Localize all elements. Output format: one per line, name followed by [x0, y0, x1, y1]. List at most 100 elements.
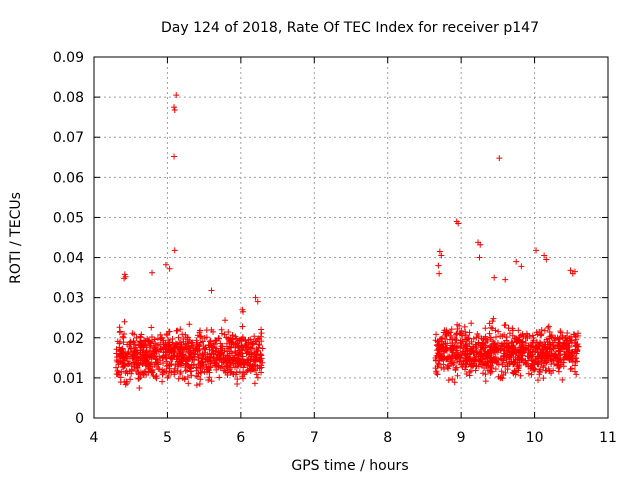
data-point — [121, 318, 128, 325]
data-point — [208, 378, 215, 385]
data-point — [186, 354, 193, 361]
y-tick-label: 0.06 — [53, 170, 84, 186]
data-point — [556, 336, 563, 343]
data-point — [206, 338, 213, 345]
data-point — [449, 346, 456, 353]
x-tick-label: 6 — [236, 430, 245, 446]
data-point — [166, 362, 173, 369]
data-point — [509, 325, 516, 332]
data-point — [224, 363, 231, 370]
data-point — [536, 368, 543, 375]
data-point — [510, 344, 517, 351]
data-point — [462, 332, 469, 339]
data-point — [157, 346, 164, 353]
data-point — [183, 346, 190, 353]
data-point — [229, 332, 236, 339]
data-point — [571, 362, 578, 369]
data-point — [460, 344, 467, 351]
data-point — [254, 374, 261, 381]
data-point — [208, 287, 215, 294]
data-point — [482, 325, 489, 332]
data-point — [113, 350, 120, 357]
data-point — [257, 352, 264, 359]
data-point — [491, 274, 498, 281]
data-point — [243, 356, 250, 363]
data-point — [253, 338, 260, 345]
data-point — [147, 347, 154, 354]
data-point — [206, 374, 213, 381]
y-tick-label: 0.03 — [53, 291, 84, 307]
data-point — [211, 362, 218, 369]
data-point — [243, 368, 250, 375]
data-point — [201, 345, 208, 352]
data-point — [117, 379, 124, 386]
data-point — [519, 341, 526, 348]
data-point — [234, 357, 241, 364]
data-point — [153, 363, 160, 370]
data-point — [482, 360, 489, 367]
data-point — [114, 368, 121, 375]
data-point — [445, 377, 452, 384]
data-point — [478, 346, 485, 353]
data-point — [137, 353, 144, 360]
data-point — [234, 358, 241, 365]
data-point — [254, 298, 261, 305]
data-point — [189, 356, 196, 363]
data-point — [188, 339, 195, 346]
data-point — [127, 338, 134, 345]
data-point — [204, 366, 211, 373]
y-tick-label: 0.07 — [53, 130, 84, 146]
data-point — [145, 340, 152, 347]
data-point — [197, 369, 204, 376]
data-point — [117, 328, 124, 335]
data-point — [495, 373, 502, 380]
data-point — [143, 362, 150, 369]
data-point — [166, 341, 173, 348]
data-point — [184, 374, 191, 381]
data-point — [243, 350, 250, 357]
data-point — [130, 353, 137, 360]
data-point — [259, 345, 266, 352]
data-point — [119, 363, 126, 370]
data-point — [198, 360, 205, 367]
data-point — [122, 381, 129, 388]
data-point — [162, 349, 169, 356]
data-point — [226, 348, 233, 355]
data-point — [195, 347, 202, 354]
data-point — [516, 334, 523, 341]
data-point — [466, 350, 473, 357]
data-point — [205, 358, 212, 365]
data-point — [203, 327, 210, 334]
data-point — [171, 371, 178, 378]
data-point — [451, 335, 458, 342]
data-point — [215, 335, 222, 342]
data-point — [258, 338, 265, 345]
data-point — [239, 323, 246, 330]
data-point — [518, 263, 525, 270]
data-point — [436, 270, 443, 277]
data-point — [148, 354, 155, 361]
data-point — [239, 353, 246, 360]
data-point — [446, 363, 453, 370]
data-point — [573, 336, 580, 343]
data-point — [256, 342, 263, 349]
data-point — [163, 363, 170, 370]
data-point — [199, 350, 206, 357]
data-point — [543, 256, 550, 263]
data-point — [486, 350, 493, 357]
data-point — [184, 334, 191, 341]
y-tick-label: 0.05 — [53, 210, 84, 226]
data-point — [434, 371, 441, 378]
data-point — [448, 326, 455, 333]
data-point — [564, 337, 571, 344]
data-point — [453, 364, 460, 371]
x-tick-label: 8 — [383, 430, 392, 446]
data-point — [436, 345, 443, 352]
data-point — [452, 367, 459, 374]
data-point — [197, 364, 204, 371]
data-point — [224, 369, 231, 376]
y-tick-label: 0.08 — [53, 90, 84, 106]
data-point — [433, 342, 440, 349]
data-point — [538, 359, 545, 366]
data-point — [251, 350, 258, 357]
